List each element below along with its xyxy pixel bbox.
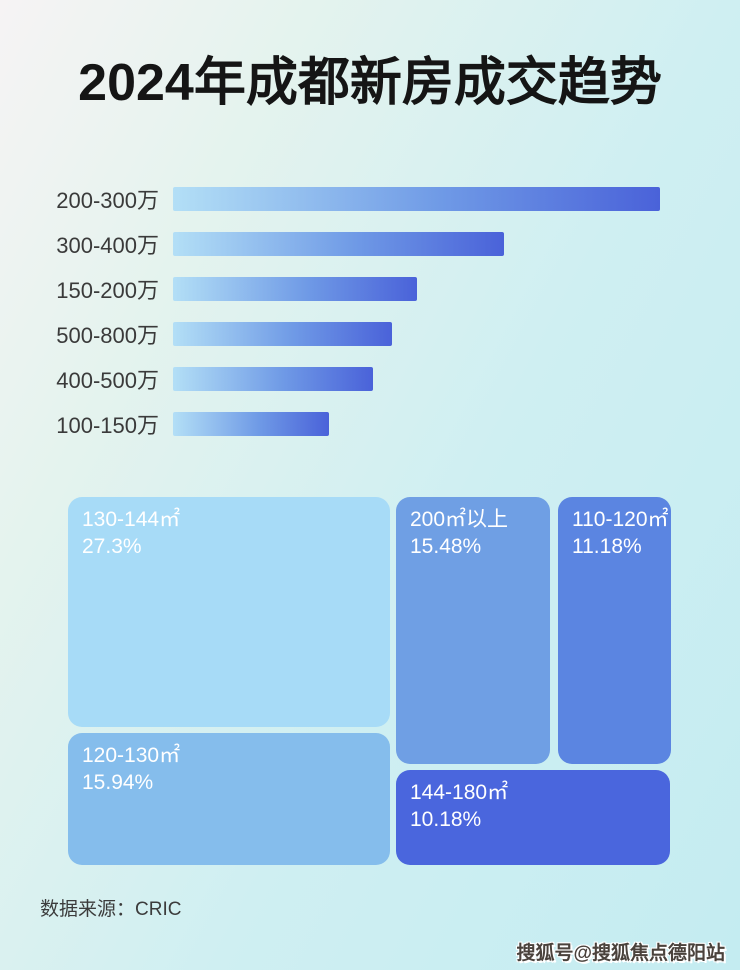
- bar-category-label: 200-300万: [56, 188, 159, 213]
- bar-category-label: 150-200万: [56, 278, 159, 303]
- bar-row: 200-300万: [0, 187, 740, 213]
- bar-row: 500-800万: [0, 322, 740, 348]
- bar: [173, 322, 392, 346]
- bar-row: 300-400万: [0, 232, 740, 258]
- bar-category-label: 500-800万: [56, 323, 159, 348]
- treemap-cell-label: 110-120㎡: [572, 508, 669, 531]
- treemap: 130-144㎡ 27.3% 120-130㎡ 15.94% 200㎡以上 15.48% 1…: [68, 497, 672, 865]
- treemap-cell: 144-180㎡ 10.18%: [396, 770, 670, 865]
- treemap-cell-label: 120-130㎡: [82, 744, 181, 767]
- treemap-cell: 200㎡以上 15.48%: [396, 497, 550, 764]
- bar: [173, 277, 417, 301]
- bar: [173, 232, 504, 256]
- bar-category-label: 100-150万: [56, 413, 159, 438]
- bar-row: 400-500万: [0, 367, 740, 393]
- watermark: 搜狐号@搜狐焦点德阳站: [516, 943, 725, 964]
- bar-category-label: 300-400万: [56, 233, 159, 258]
- bar: [173, 412, 329, 436]
- bar-row: 100-150万: [0, 412, 740, 438]
- treemap-cell-percentage: 15.48%: [410, 535, 482, 559]
- bar: [173, 187, 660, 211]
- treemap-cell-percentage: 27.3%: [82, 535, 142, 559]
- bar: [173, 367, 373, 391]
- treemap-cell: 120-130㎡ 15.94%: [68, 733, 390, 865]
- treemap-cell: 110-120㎡ 11.18%: [558, 497, 671, 764]
- treemap-cell-label: 144-180㎡: [410, 781, 509, 804]
- treemap-cell-percentage: 11.18%: [572, 535, 642, 559]
- data-source-label: 数据来源：CRIC: [40, 899, 182, 920]
- treemap-cell-percentage: 10.18%: [410, 808, 482, 832]
- bar-row: 150-200万: [0, 277, 740, 303]
- bar-category-label: 400-500万: [56, 368, 159, 393]
- treemap-cell-label: 200㎡以上: [410, 508, 509, 531]
- treemap-cell-label: 130-144㎡: [82, 508, 181, 531]
- bar-chart: 200-300万 300-400万 150-200万 500-800万 400-500万…: [0, 187, 740, 457]
- treemap-cell-percentage: 15.94%: [82, 771, 154, 795]
- page-title: 2024年成都新房成交趋势: [78, 54, 662, 112]
- treemap-cell: 130-144㎡ 27.3%: [68, 497, 390, 727]
